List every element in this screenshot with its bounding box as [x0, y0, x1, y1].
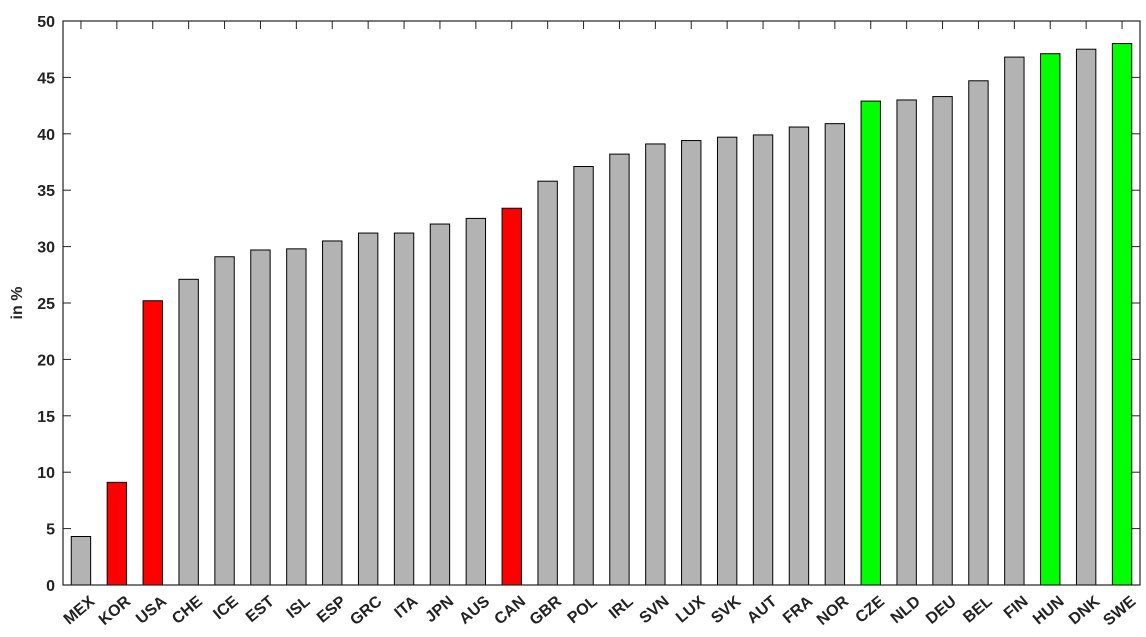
x-tick-label: ICE	[210, 593, 242, 623]
bar	[70, 535, 92, 586]
y-tick-label: 40	[37, 127, 55, 144]
bar	[1040, 53, 1061, 586]
bar	[465, 217, 487, 586]
x-tick-label: GBR	[527, 593, 566, 629]
x-tick-label: FIN	[1001, 593, 1032, 623]
x-tick-label: JPN	[422, 593, 457, 626]
bar	[932, 96, 953, 586]
x-tick-label: ITA	[392, 593, 422, 622]
x-tick-label: CAN	[492, 593, 529, 628]
y-tick-label: 30	[37, 240, 55, 257]
x-tick-label: LUX	[673, 593, 709, 627]
bar	[286, 248, 307, 586]
bar	[1004, 56, 1025, 586]
y-tick-label: 20	[37, 352, 55, 369]
x-tick-label: ISL	[284, 593, 314, 622]
y-tick-label: 0	[46, 578, 55, 595]
x-tick-label: NOR	[814, 593, 853, 629]
y-tick-label: 35	[37, 183, 55, 200]
bar	[968, 80, 989, 586]
bar	[896, 99, 917, 586]
bar	[681, 140, 702, 586]
y-tick-label: 50	[37, 14, 55, 31]
bar	[250, 249, 271, 586]
bar	[393, 232, 415, 586]
x-tick-label: CHE	[169, 593, 206, 628]
bar	[716, 136, 738, 586]
x-tick-label: CZE	[853, 593, 889, 627]
x-tick-label: POL	[565, 593, 601, 627]
bar	[357, 232, 379, 586]
bar	[142, 300, 163, 586]
bar	[1111, 43, 1133, 586]
bar	[214, 256, 235, 586]
x-tick-label: DNK	[1066, 593, 1104, 629]
x-tick-label: MEX	[61, 593, 99, 629]
bar	[537, 180, 558, 586]
bar	[752, 134, 774, 586]
x-tick-label: SWE	[1100, 593, 1139, 630]
x-tick-label: KOR	[96, 593, 135, 629]
x-tick-label: GRC	[347, 593, 386, 629]
x-tick-label: EST	[243, 593, 278, 626]
bar	[178, 278, 199, 586]
x-tick-label: NLD	[888, 593, 924, 627]
bar	[429, 223, 451, 586]
plot-frame	[62, 20, 1141, 586]
x-tick-label: AUT	[744, 593, 780, 627]
bar	[1075, 48, 1097, 586]
x-tick-label: SVN	[636, 593, 672, 627]
x-tick-label: HUN	[1030, 593, 1067, 628]
bar	[609, 153, 630, 586]
x-tick-label: DEU	[923, 593, 960, 628]
bar	[860, 100, 881, 586]
bar	[106, 481, 128, 586]
bar	[573, 166, 594, 586]
y-tick-label: 45	[37, 70, 55, 87]
bar	[824, 123, 846, 586]
y-axis-label: in %	[9, 287, 26, 320]
x-tick-label: USA	[133, 593, 170, 628]
y-tick-label: 15	[37, 409, 55, 426]
y-tick-label: 10	[37, 465, 55, 482]
x-tick-label: ESP	[314, 593, 350, 627]
x-tick-label: BEL	[960, 593, 996, 627]
x-tick-label: IRL	[606, 593, 637, 623]
x-tick-label: AUS	[456, 593, 493, 628]
x-tick-label: SVK	[708, 593, 744, 627]
y-tick-label: 25	[37, 296, 55, 313]
bar	[501, 207, 522, 586]
y-tick-label: 5	[46, 522, 55, 539]
bar	[322, 240, 343, 586]
bar	[645, 143, 666, 586]
bar	[788, 126, 810, 586]
x-tick-label: FRA	[780, 593, 816, 627]
